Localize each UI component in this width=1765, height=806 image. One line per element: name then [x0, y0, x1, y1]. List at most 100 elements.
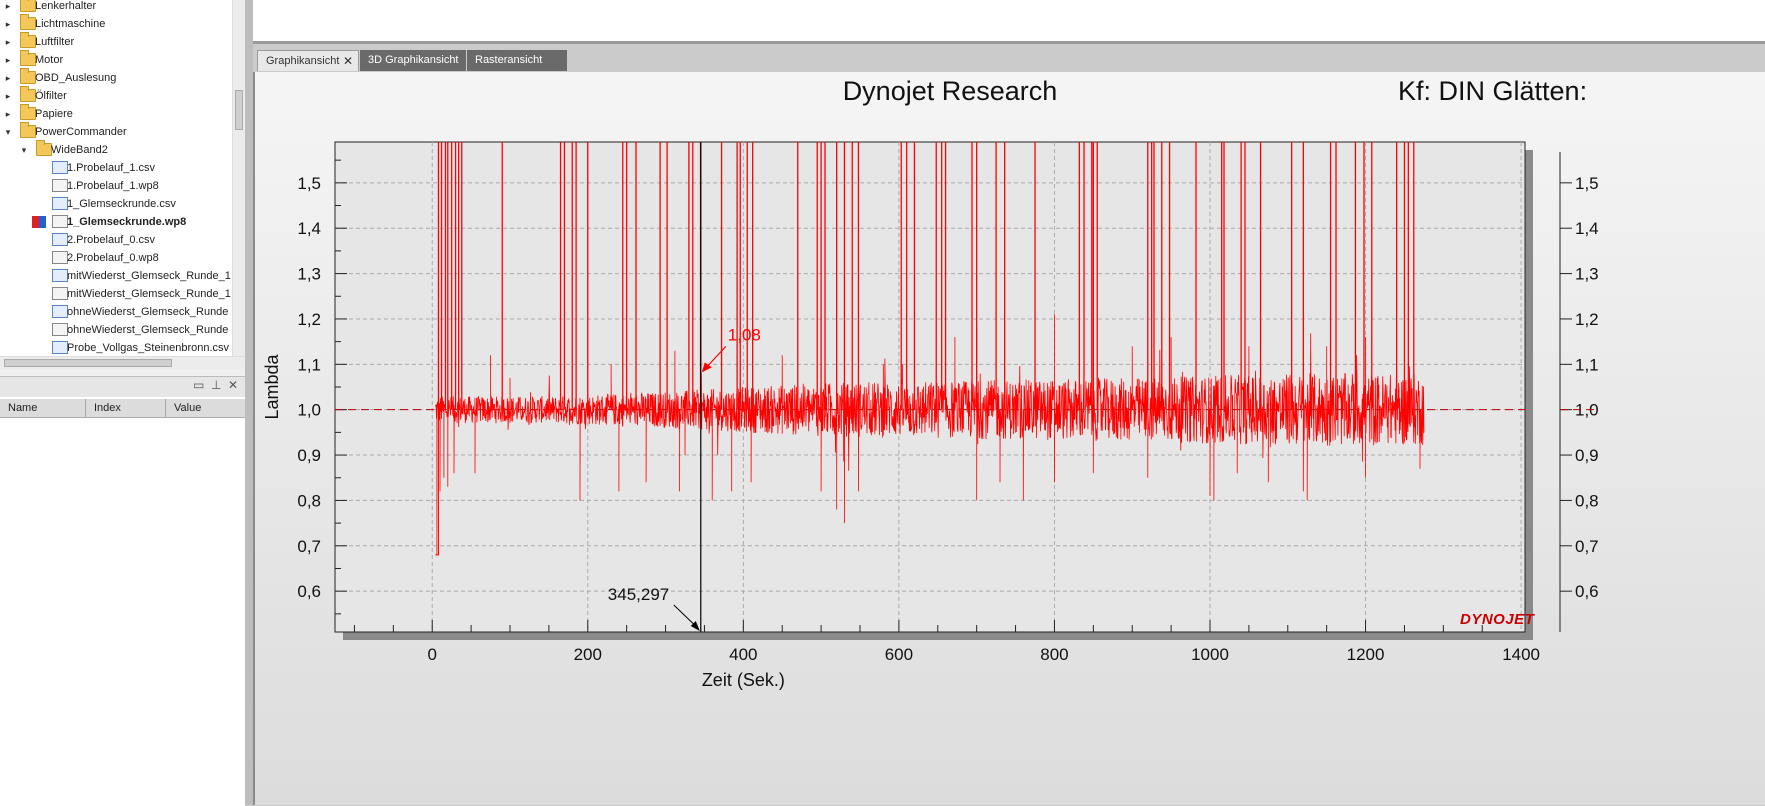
expand-arrow-icon[interactable]: ▸ — [5, 19, 11, 29]
tree-item-folder[interactable]: ▾ WideBand2 — [0, 140, 232, 159]
tree-item-label: Papiere — [35, 108, 73, 120]
y-tick-label-right: 1,4 — [1575, 219, 1599, 238]
tree-item-label: 2.Probelauf_0.wp8 — [67, 252, 159, 264]
folder-icon — [20, 14, 36, 30]
tree-item-csv[interactable]: 1_Glemseckrunde.csv — [0, 195, 232, 213]
expand-arrow-icon[interactable]: ▸ — [5, 55, 11, 65]
folder-icon — [20, 86, 36, 102]
y-tick-label: 0,9 — [297, 446, 321, 465]
tree-horizontal-scroll-thumb[interactable] — [4, 359, 172, 367]
tab-label: Rasteransicht — [475, 54, 543, 66]
tree-item-label: 1.Probelauf_1.wp8 — [67, 180, 159, 192]
cursor-x-value: 345,297 — [608, 585, 669, 604]
wp8-file-icon — [52, 287, 68, 300]
y-tick-label-right: 0,6 — [1575, 582, 1599, 601]
expand-arrow-icon[interactable]: ▸ — [5, 73, 11, 83]
tree-item-label: mitWiederst_Glemseck_Runde_1 — [67, 288, 231, 300]
y-axis-label: Lambda — [262, 353, 282, 419]
tree-vertical-scrollbar[interactable] — [232, 0, 246, 356]
tree-item-wp8[interactable]: 1.Probelauf_1.wp8 — [0, 177, 232, 195]
close-icon[interactable]: ✕ — [228, 378, 239, 392]
chart-title: Dynojet Research — [843, 76, 1058, 106]
csv-file-icon — [52, 233, 68, 246]
cursor-x-arrowhead — [690, 621, 700, 631]
restore-icon[interactable]: ▭ — [193, 378, 205, 392]
tree-item-folder[interactable]: ▸ Lichtmaschine — [0, 14, 232, 33]
x-tick-label: 1200 — [1347, 645, 1385, 664]
expand-arrow-icon[interactable]: ▸ — [5, 109, 11, 119]
tab-rasteransicht[interactable]: Rasteransicht — [467, 50, 567, 71]
tree-item-folder[interactable]: ▸ Papiere — [0, 104, 232, 123]
y-tick-label-right: 1,1 — [1575, 355, 1599, 374]
graph-view: 0,6 0,6 0,7 0,7 0,8 0,8 0,9 0,9 1,0 1,0 1,1 1,1 1,2 1… — [253, 72, 1765, 805]
folder-icon — [20, 0, 36, 12]
tree-item-wp8[interactable]: ohneWiederst_Glemseck_Runde — [0, 321, 232, 339]
expand-arrow-icon[interactable]: ▸ — [5, 37, 11, 47]
pin-icon[interactable]: ⊥ — [211, 378, 222, 392]
column-header-value[interactable]: Value — [174, 402, 202, 414]
tree-item-csv[interactable]: 1.Probelauf_1.csv — [0, 159, 232, 177]
wp8-file-icon — [52, 323, 68, 336]
tab-label: 3D Graphikansicht — [368, 54, 459, 66]
csv-file-icon — [52, 341, 68, 354]
tree-item-folder[interactable]: ▸ Ölfilter — [0, 86, 232, 105]
collapse-arrow-icon[interactable]: ▾ — [5, 127, 11, 137]
tree-item-csv[interactable]: ohneWiederst_Glemseck_Runde — [0, 303, 232, 321]
expand-arrow-icon[interactable]: ▸ — [5, 1, 11, 11]
panel-splitter[interactable] — [245, 0, 253, 805]
y-tick-label-right: 1,3 — [1575, 265, 1599, 284]
tree-item-folder[interactable]: ▾ PowerCommander — [0, 122, 232, 141]
tree-item-folder[interactable]: ▸ Luftfilter — [0, 32, 232, 51]
tree-item-csv[interactable]: Probe_Vollgas_Steinenbronn.csv — [0, 339, 232, 356]
tab-graphikansicht[interactable]: Graphikansicht ✕ — [257, 50, 359, 71]
expand-arrow-icon[interactable]: ▸ — [5, 91, 11, 101]
column-header-name[interactable]: Name — [0, 399, 86, 417]
tree-item-label: mitWiederst_Glemseck_Runde_1 — [67, 270, 231, 282]
tree-item-wp8[interactable]: 2.Probelauf_0.wp8 — [0, 249, 232, 267]
folder-icon — [20, 68, 36, 84]
tree-item-folder[interactable]: ▸ OBD_Auslesung — [0, 68, 232, 87]
folder-icon — [20, 122, 36, 138]
x-tick-label: 1400 — [1502, 645, 1540, 664]
tree-item-label: Ölfilter — [35, 90, 67, 102]
wp8-file-icon — [52, 251, 68, 264]
y-tick-label: 1,3 — [297, 265, 321, 284]
tree-item-label: Lenkerhalter — [35, 0, 97, 12]
folder-icon — [20, 50, 36, 66]
csv-file-icon — [52, 197, 68, 210]
tree-item-csv[interactable]: mitWiederst_Glemseck_Runde_1 — [0, 267, 232, 285]
y-tick-label: 1,1 — [297, 355, 321, 374]
close-tab-icon[interactable]: ✕ — [342, 54, 353, 68]
cursor-y-value: 1,08 — [728, 325, 761, 344]
properties-panel: ▭ ⊥ ✕ Name Index Value — [0, 376, 245, 806]
column-header-index[interactable]: Index — [86, 399, 166, 417]
properties-table-header: Name Index Value — [0, 399, 245, 418]
tree-item-label: 1_Glemseckrunde.csv — [67, 198, 176, 210]
y-tick-label: 0,7 — [297, 537, 321, 556]
y-tick-label: 1,2 — [297, 310, 321, 329]
tree-item-wp8[interactable]: 1_Glemseckrunde.wp8 — [0, 213, 232, 231]
tree-item-label: Motor — [35, 54, 64, 66]
lambda-chart[interactable]: 0,6 0,60,7 0,70,8 0,80,9 0,91,0 1,01,1 1,11,2 1… — [255, 72, 1765, 805]
tree-vertical-scroll-thumb[interactable] — [235, 90, 243, 130]
tree-item-wp8[interactable]: mitWiederst_Glemseck_Runde_1 — [0, 285, 232, 303]
csv-file-icon — [52, 305, 68, 318]
tab-3d-graphikansicht[interactable]: 3D Graphikansicht — [360, 50, 466, 71]
x-tick-label: 800 — [1040, 645, 1068, 664]
tree-item-folder[interactable]: ▸ Lenkerhalter — [0, 0, 232, 15]
x-tick-label: 1000 — [1191, 645, 1229, 664]
x-tick-label: 400 — [729, 645, 757, 664]
tree-item-folder[interactable]: ▸ Motor — [0, 50, 232, 69]
y-tick-label-right: 1,5 — [1575, 174, 1599, 193]
lambda-series-start-segment — [435, 409, 439, 556]
tree-item-label: Lichtmaschine — [35, 18, 106, 30]
tree-item-csv[interactable]: 2.Probelauf_0.csv — [0, 231, 232, 249]
tree-item-label: WideBand2 — [51, 144, 108, 156]
tree-item-label: 1_Glemseckrunde.wp8 — [67, 216, 187, 228]
collapse-arrow-icon[interactable]: ▾ — [21, 145, 27, 155]
y-tick-label: 0,8 — [297, 491, 321, 510]
dynojet-logo: DYNOJET — [1460, 611, 1536, 628]
tree-horizontal-scrollbar[interactable] — [0, 356, 245, 369]
cursor-y-arrowhead — [701, 362, 712, 373]
tree-item-label: PowerCommander — [35, 126, 127, 138]
